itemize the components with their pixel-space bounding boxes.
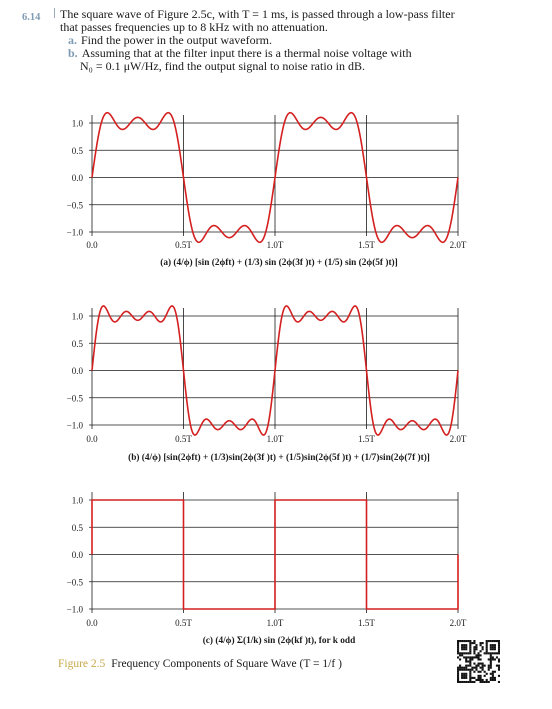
qr-code-icon [457,640,500,683]
y-tick-label: −1.0 [67,605,84,615]
problem-stem-line1: The square wave of Figure 2.5c, with T =… [60,7,455,21]
part-a-letter: a. [68,33,77,47]
problem-stem-line2: that passes frequencies up to 8 kHz with… [60,20,328,34]
x-tick-label: 1.5T [358,434,375,444]
y-tick-label: −0.5 [67,200,84,210]
x-tick-label: 2.0T [450,618,467,628]
x-tick-label: 0.5T [175,240,192,250]
part-b-letter: b. [68,46,78,60]
x-tick-label: 1.5T [358,240,375,250]
y-tick-label: 0.0 [72,550,84,560]
part-a: a. Find the power in the output waveform. [60,34,536,47]
chart-panel-2: 1.00.50.0−0.5−1.00.0 0.5T 1.0T 1.5T 2.0T(b) … [67,305,467,463]
x-tick-label: 2.0T [450,434,467,444]
figure-label: Figure 2.5 [58,658,106,670]
chart-title: (a) (4/ϕ) [sin (2ϕft) + (1/3) sin (2ϕ(3f… [160,257,398,268]
x-tick-label: 1.5T [358,618,375,628]
chart-panel-3: 1.00.50.0−0.5−1.00.0 0.5T 1.0T 1.5T 2.0T(c) … [67,492,467,646]
chart-title: (b) (4/ϕ) [sin(2ϕft) + (1/3)sin(2ϕ(3f )t… [128,452,430,463]
problem-text: The square wave of Figure 2.5c, with T =… [60,8,536,73]
figure-caption-text: Frequency Components of Square Wave (T =… [111,658,342,670]
y-tick-label: 1.0 [72,119,84,129]
part-b-text-line1: Assuming that at the filter input there … [81,46,412,60]
part-a-text: Find the power in the output waveform. [81,33,272,47]
x-tick-label: 1.0T [267,434,284,444]
y-tick-label: −0.5 [67,577,84,587]
x-tick-label: 1.0T [267,618,284,628]
figure-caption: Figure 2.5 Frequency Components of Square… [58,658,342,670]
y-tick-label: −1.0 [67,228,84,238]
part-b: b. Assuming that at the filter input ther… [60,47,536,73]
problem-number: 6.14 [22,12,41,23]
part-b-text-line2: N₀ = 0.1 μW/Hz, find the output signal t… [80,59,366,73]
y-tick-label: −0.5 [67,393,84,403]
chart-title: (c) (4/ϕ) Σ(1/k) sin (2ϕ(kf )t), for k o… [203,635,356,646]
y-tick-label: 1.0 [72,496,84,506]
margin-tick [54,8,55,18]
y-tick-label: 0.0 [72,173,84,183]
y-tick-label: 0.0 [72,366,84,376]
x-tick-label: 0.0 [86,618,98,628]
chart-panel-1: 1.00.50.0−0.5−1.00.0 0.5T 1.0T 1.5T 2.0T(a) … [67,111,467,268]
y-tick-label: 0.5 [72,146,84,156]
signal-line [91,499,459,610]
y-tick-label: 1.0 [72,312,84,322]
y-tick-label: 0.5 [72,339,84,349]
signal-line [91,111,459,244]
y-tick-label: −1.0 [67,421,84,431]
x-tick-label: 0.0 [86,434,98,444]
x-tick-label: 0.5T [175,618,192,628]
x-tick-label: 2.0T [450,240,467,250]
signal-line [91,305,459,436]
x-tick-label: 1.0T [267,240,284,250]
x-tick-label: 0.0 [86,240,98,250]
y-tick-label: 0.5 [72,523,84,533]
x-tick-label: 0.5T [175,434,192,444]
